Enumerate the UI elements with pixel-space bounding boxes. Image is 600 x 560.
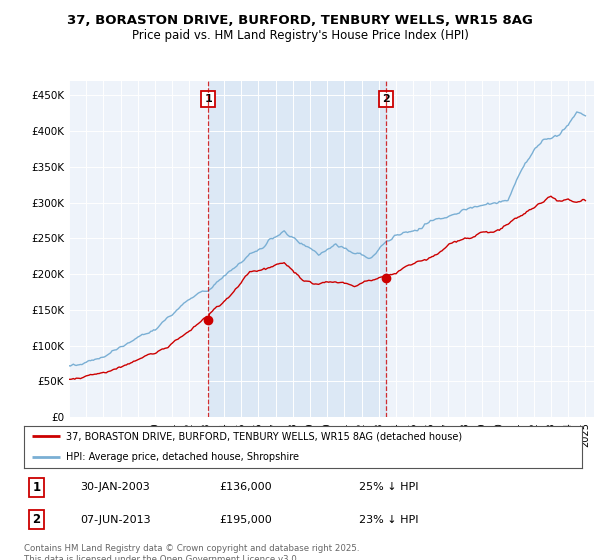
Bar: [208, 81, 386, 417]
Text: 1: 1: [204, 94, 212, 104]
Text: 1: 1: [32, 481, 40, 494]
Text: 37, BORASTON DRIVE, BURFORD, TENBURY WELLS, WR15 8AG: 37, BORASTON DRIVE, BURFORD, TENBURY WEL…: [67, 14, 533, 27]
Text: 2: 2: [32, 513, 40, 526]
Text: 37, BORASTON DRIVE, BURFORD, TENBURY WELLS, WR15 8AG (detached house): 37, BORASTON DRIVE, BURFORD, TENBURY WEL…: [66, 431, 462, 441]
Text: HPI: Average price, detached house, Shropshire: HPI: Average price, detached house, Shro…: [66, 452, 299, 462]
Text: £195,000: £195,000: [220, 515, 272, 525]
Text: £136,000: £136,000: [220, 482, 272, 492]
Text: Contains HM Land Registry data © Crown copyright and database right 2025.
This d: Contains HM Land Registry data © Crown c…: [24, 544, 359, 560]
Text: 23% ↓ HPI: 23% ↓ HPI: [359, 515, 418, 525]
Text: 2: 2: [382, 94, 390, 104]
Text: 30-JAN-2003: 30-JAN-2003: [80, 482, 149, 492]
Text: 25% ↓ HPI: 25% ↓ HPI: [359, 482, 418, 492]
Text: 07-JUN-2013: 07-JUN-2013: [80, 515, 151, 525]
Text: Price paid vs. HM Land Registry's House Price Index (HPI): Price paid vs. HM Land Registry's House …: [131, 29, 469, 42]
